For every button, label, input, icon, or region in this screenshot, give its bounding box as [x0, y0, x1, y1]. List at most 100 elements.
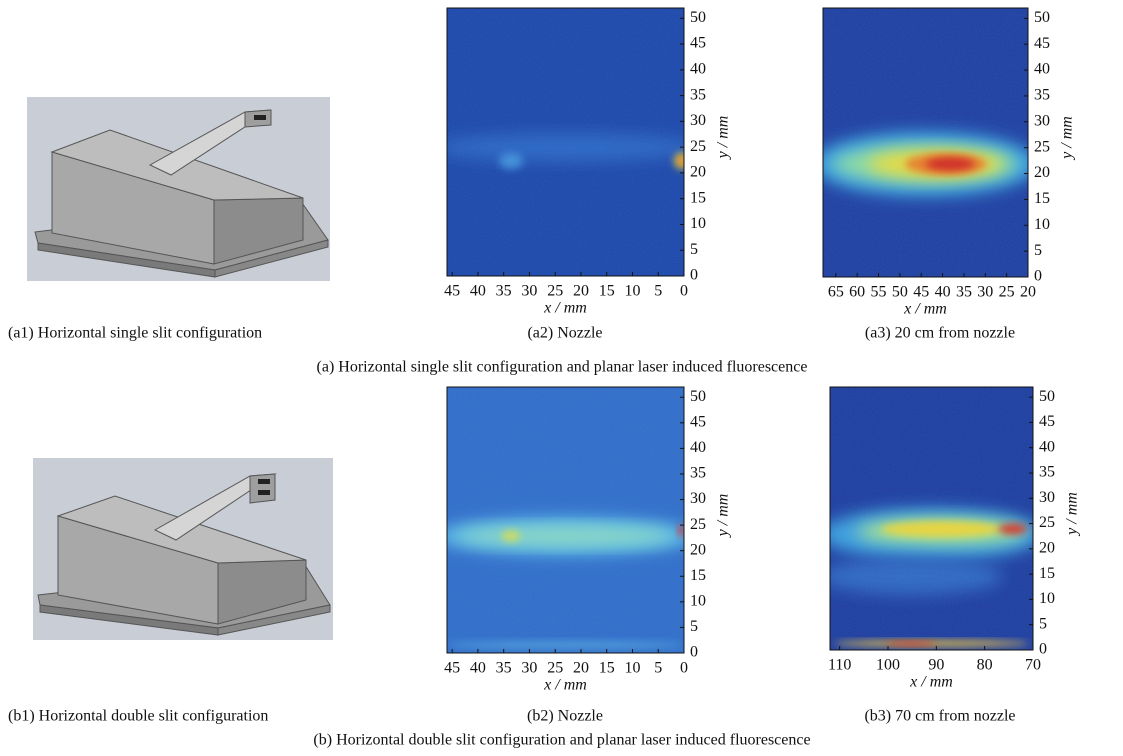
- x-tick-label: 40: [470, 283, 486, 300]
- y-tick-label: 50: [690, 388, 706, 405]
- y-tick-label: 35: [1034, 87, 1050, 104]
- x-tick-label: 110: [828, 657, 851, 674]
- x-axis-label: x / mm: [543, 300, 587, 317]
- x-tick-label: 20: [1020, 284, 1036, 301]
- y-tick-label: 40: [690, 61, 706, 78]
- x-tick-label: 80: [977, 657, 993, 674]
- figure-row: (a) Horizontal single slit configuration…: [8, 7, 1076, 376]
- panel-caption: (b1) Horizontal double slit configuratio…: [8, 708, 268, 725]
- x-tick-label: 20: [573, 283, 589, 300]
- y-axis-label: y / mm: [1059, 116, 1076, 161]
- y-tick-label: 20: [690, 541, 706, 558]
- x-tick-label: 15: [599, 283, 615, 300]
- y-tick-label: 45: [1034, 35, 1050, 52]
- y-tick-label: 25: [1034, 138, 1050, 155]
- y-tick-label: 0: [1039, 641, 1047, 658]
- x-tick-label: 65: [828, 284, 844, 301]
- x-tick-label: 45: [444, 660, 460, 677]
- x-tick-label: 35: [956, 284, 972, 301]
- y-tick-label: 30: [690, 112, 706, 129]
- y-tick-label: 45: [690, 35, 706, 52]
- heatmap-noise: [447, 387, 684, 653]
- x-tick-label: 40: [935, 284, 951, 301]
- y-tick-label: 5: [690, 618, 698, 635]
- x-tick-label: 0: [680, 660, 688, 677]
- y-tick-label: 20: [1034, 164, 1050, 181]
- x-tick-label: 40: [470, 660, 486, 677]
- cad-double-slit: [33, 458, 333, 640]
- x-tick-label: 20: [573, 660, 589, 677]
- x-tick-label: 25: [547, 660, 563, 677]
- plot-frame: [446, 386, 685, 654]
- y-tick-label: 15: [1034, 190, 1050, 207]
- x-tick-label: 70: [1025, 657, 1041, 674]
- x-tick-label: 30: [521, 283, 537, 300]
- y-tick-label: 10: [690, 593, 706, 610]
- panel-caption: (b3) 70 cm from nozzle: [864, 708, 1015, 725]
- x-tick-label: 0: [680, 283, 688, 300]
- y-tick-label: 0: [690, 267, 698, 284]
- heatmap-noise: [830, 387, 1033, 650]
- y-tick-label: 15: [690, 567, 706, 584]
- y-tick-label: 35: [690, 86, 706, 103]
- y-tick-label: 10: [1034, 216, 1050, 233]
- figure-row: (b) Horizontal double slit configuration…: [8, 386, 1081, 749]
- y-tick-label: 30: [690, 490, 706, 507]
- x-tick-label: 10: [624, 660, 640, 677]
- panel-caption: (a1) Horizontal single slit configuratio…: [8, 325, 262, 342]
- y-tick-label: 25: [690, 138, 706, 155]
- y-tick-label: 50: [1039, 388, 1055, 405]
- x-tick-label: 60: [849, 284, 865, 301]
- x-axis-label: x / mm: [909, 674, 953, 691]
- x-tick-label: 25: [547, 283, 563, 300]
- x-axis-label: x / mm: [903, 301, 947, 318]
- x-tick-label: 35: [496, 283, 512, 300]
- y-tick-label: 20: [1039, 540, 1055, 557]
- y-tick-label: 25: [690, 516, 706, 533]
- panel-caption: (b2) Nozzle: [527, 708, 603, 725]
- x-tick-label: 45: [444, 283, 460, 300]
- y-tick-label: 10: [690, 215, 706, 232]
- heatmap: [823, 8, 1028, 277]
- y-tick-label: 5: [690, 241, 698, 258]
- x-tick-label: 10: [624, 283, 640, 300]
- y-tick-label: 35: [1039, 464, 1055, 481]
- heatmap-noise: [823, 8, 1028, 277]
- x-tick-label: 100: [876, 657, 900, 674]
- x-tick-label: 30: [521, 660, 537, 677]
- y-tick-label: 50: [690, 9, 706, 26]
- y-tick-label: 15: [690, 189, 706, 206]
- y-axis-label: y / mm: [715, 116, 732, 161]
- y-tick-label: 20: [690, 164, 706, 181]
- y-tick-label: 50: [1034, 9, 1050, 26]
- group-caption: (a) Horizontal single slit configuration…: [317, 359, 808, 376]
- y-tick-label: 10: [1039, 590, 1055, 607]
- x-tick-label: 5: [654, 283, 662, 300]
- heatmap: [830, 387, 1033, 650]
- x-tick-label: 35: [496, 660, 512, 677]
- y-tick-label: 5: [1039, 615, 1047, 632]
- panel-caption: (a3) 20 cm from nozzle: [865, 325, 1015, 342]
- panel-caption: (a2) Nozzle: [527, 325, 602, 342]
- heatmap: [447, 8, 684, 276]
- x-axis-label: x / mm: [543, 677, 587, 694]
- y-tick-label: 25: [1039, 514, 1055, 531]
- y-tick-label: 30: [1034, 112, 1050, 129]
- y-tick-label: 40: [1034, 61, 1050, 78]
- plot-frame: [446, 7, 685, 277]
- y-tick-label: 0: [690, 644, 698, 661]
- x-tick-label: 55: [871, 284, 887, 301]
- heatmap: [447, 387, 684, 653]
- y-axis-label: y / mm: [1064, 492, 1081, 537]
- y-tick-label: 40: [690, 439, 706, 456]
- y-tick-label: 0: [1034, 268, 1042, 285]
- y-tick-label: 15: [1039, 565, 1055, 582]
- x-tick-label: 15: [599, 660, 615, 677]
- y-tick-label: 45: [690, 413, 706, 430]
- y-axis-label: y / mm: [715, 494, 732, 539]
- group-caption: (b) Horizontal double slit configuration…: [313, 732, 810, 749]
- y-tick-label: 35: [690, 465, 706, 482]
- y-tick-label: 5: [1034, 242, 1042, 259]
- plot-frame: [822, 7, 1029, 278]
